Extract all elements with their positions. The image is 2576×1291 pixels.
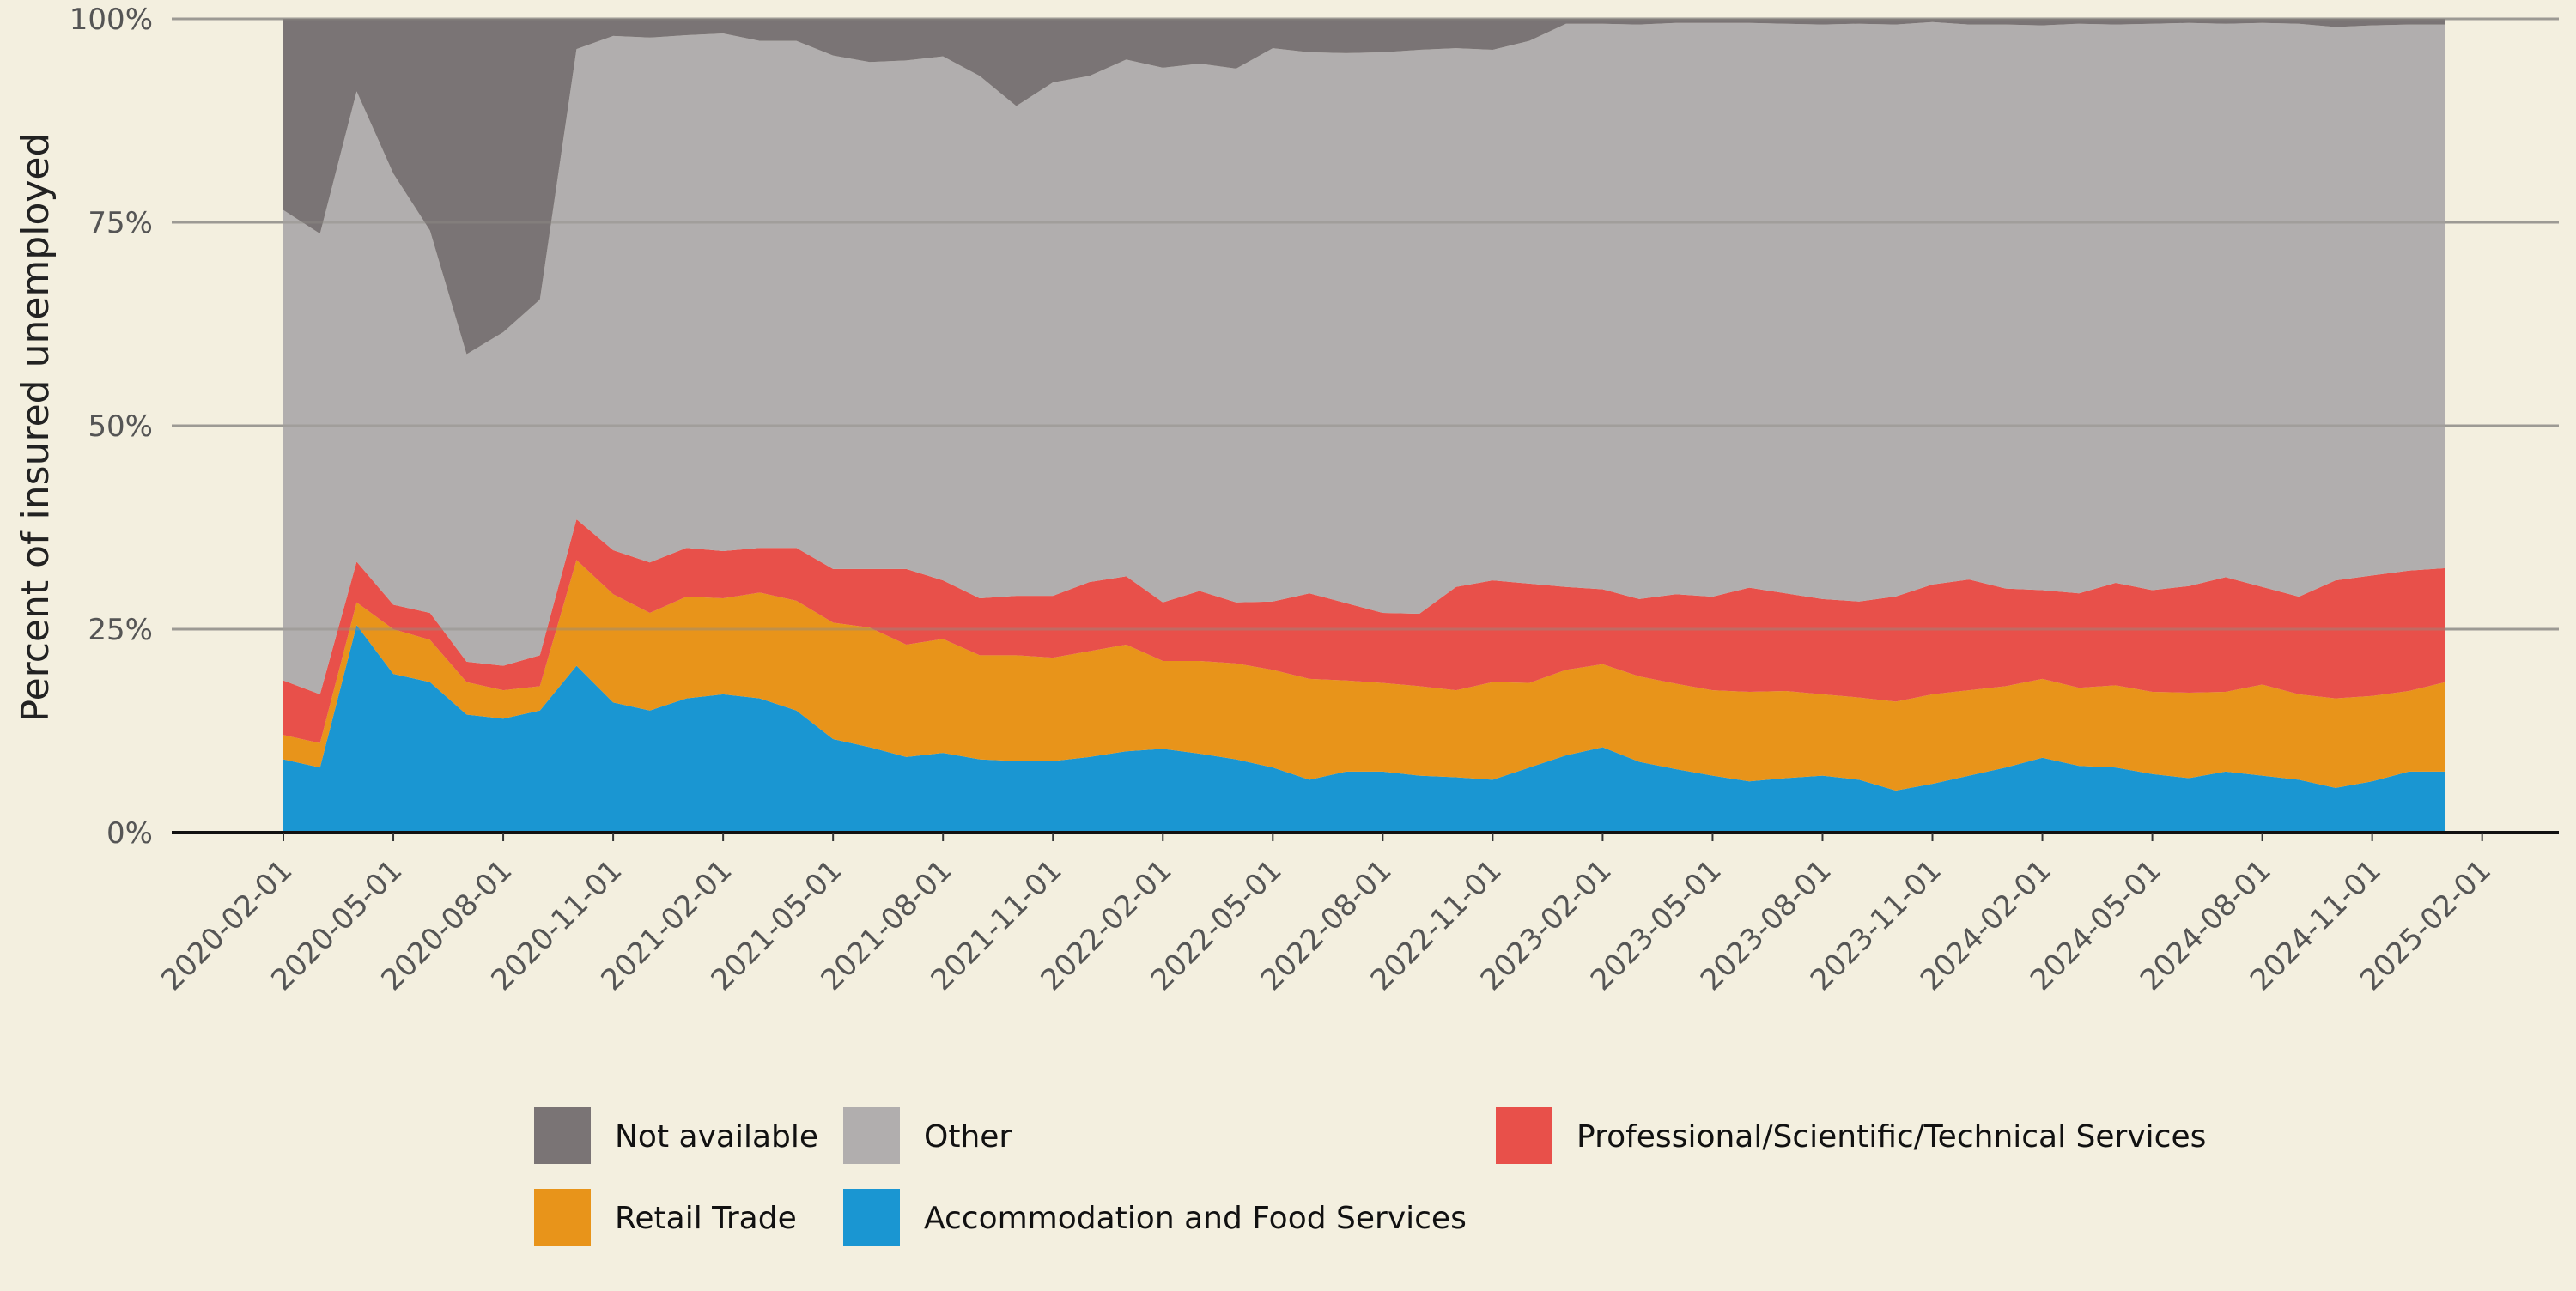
y-tick-label: 0% — [106, 816, 153, 851]
area-not-available — [283, 19, 2445, 355]
area-other — [283, 21, 2445, 694]
legend-label-accommodation-and-food-services: Accommodation and Food Services — [924, 1201, 1467, 1236]
area-professional-scientific-technical-services — [283, 519, 2445, 743]
y-axis-title: Percent of insured unemployed — [14, 133, 58, 723]
legend-swatch-other — [843, 1107, 900, 1164]
legend-label-other: Other — [924, 1119, 1012, 1155]
area-retail-trade — [283, 560, 2445, 791]
y-tick-label: 50% — [88, 409, 153, 444]
area-accommodation-and-food-services — [283, 625, 2445, 833]
legend-swatch-not-available — [534, 1107, 591, 1164]
legend-label-professional-scientific-technical-services: Professional/Scientific/Technical Servic… — [1577, 1119, 2206, 1155]
y-tick-label: 25% — [88, 613, 153, 647]
legend-swatch-accommodation-and-food-services — [843, 1189, 900, 1246]
legend-swatch-professional-scientific-technical-services — [1496, 1107, 1552, 1164]
area-series — [283, 19, 2445, 833]
x-axis-ticks: 2020-02-012020-05-012020-08-012020-11-01… — [155, 833, 2498, 997]
y-tick-label: 100% — [70, 3, 153, 37]
gridline-overlay — [172, 17, 2559, 631]
y-tick-label: 75% — [88, 206, 153, 240]
legend: Not available Other Professional/Scientifi… — [534, 1107, 2206, 1246]
legend-label-retail-trade: Retail Trade — [615, 1201, 797, 1236]
legend-swatch-retail-trade — [534, 1189, 591, 1246]
y-axis-ticks: 0% 25% 50% 75% 100% — [70, 3, 153, 851]
legend-label-not-available: Not available — [615, 1119, 818, 1155]
